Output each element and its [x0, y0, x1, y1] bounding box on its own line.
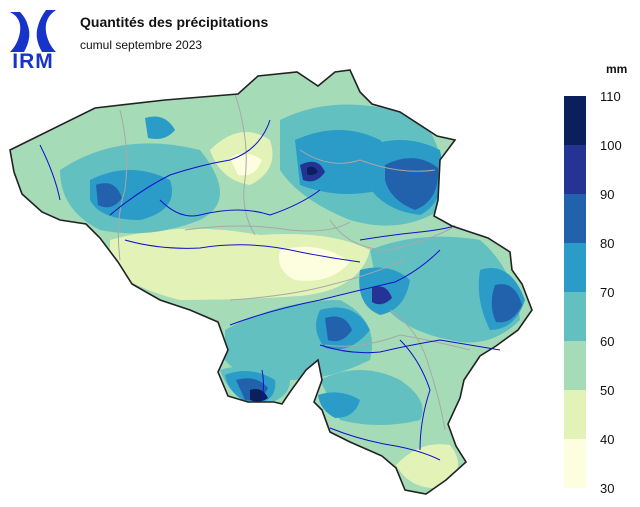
legend-tick-label: 40	[600, 432, 614, 447]
map-title: Quantités des précipitations	[80, 14, 269, 30]
legend-tick-label: 80	[600, 236, 614, 251]
precipitation-map	[9, 69, 533, 495]
legend-unit: mm	[606, 62, 628, 76]
precipitation-field	[10, 70, 532, 494]
legend-bin	[564, 96, 586, 145]
legend-bin	[564, 194, 586, 243]
legend-tick-label: 90	[600, 187, 614, 202]
province-boundaries	[117, 93, 471, 431]
map-subtitle: cumul septembre 2023	[80, 38, 203, 52]
color-legend: 110 100 90 80 70 60 50 40 30	[564, 90, 622, 496]
legend-bin	[564, 145, 586, 194]
legend-bin	[564, 292, 586, 341]
legend-bin	[564, 243, 586, 292]
legend-bin	[564, 439, 586, 488]
legend-tick-label: 50	[600, 383, 614, 398]
legend-tick-label: 70	[600, 285, 614, 300]
legend-bin	[564, 341, 586, 390]
legend-tick-label: 30	[600, 481, 614, 496]
rivers	[39, 119, 501, 461]
legend-bin	[564, 390, 586, 439]
irm-logo	[10, 10, 56, 52]
legend-tick-label: 110	[600, 90, 621, 104]
logo-text: IRM	[12, 50, 54, 73]
legend-tick-label: 60	[600, 334, 614, 349]
legend-tick-label: 100	[600, 138, 622, 153]
belgium-outline	[9, 69, 533, 495]
